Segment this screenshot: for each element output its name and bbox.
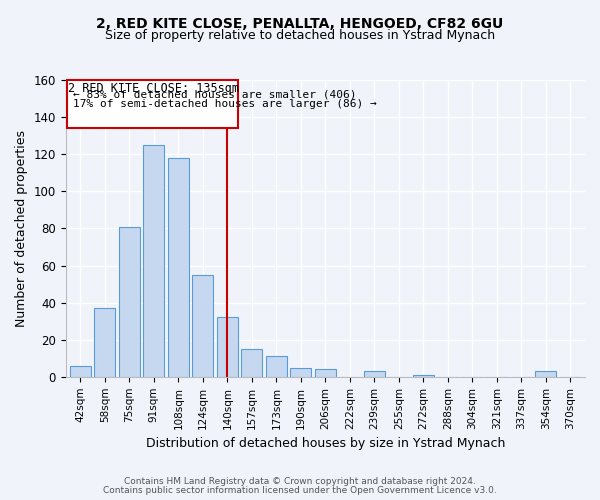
FancyBboxPatch shape bbox=[67, 80, 238, 128]
Y-axis label: Number of detached properties: Number of detached properties bbox=[15, 130, 28, 327]
Bar bbox=[143, 145, 164, 377]
Bar bbox=[535, 372, 556, 377]
Bar bbox=[266, 356, 287, 377]
Text: 2 RED KITE CLOSE: 135sqm: 2 RED KITE CLOSE: 135sqm bbox=[68, 82, 239, 95]
Text: 17% of semi-detached houses are larger (86) →: 17% of semi-detached houses are larger (… bbox=[73, 98, 377, 108]
Text: 2, RED KITE CLOSE, PENALLTA, HENGOED, CF82 6GU: 2, RED KITE CLOSE, PENALLTA, HENGOED, CF… bbox=[97, 18, 503, 32]
Bar bbox=[290, 368, 311, 377]
Bar bbox=[217, 318, 238, 377]
Bar bbox=[413, 375, 434, 377]
Bar bbox=[168, 158, 189, 377]
Bar bbox=[119, 226, 140, 377]
Bar bbox=[193, 275, 213, 377]
Title: 2, RED KITE CLOSE, PENALLTA, HENGOED, CF82 6GU
Size of property relative to deta: 2, RED KITE CLOSE, PENALLTA, HENGOED, CF… bbox=[0, 499, 1, 500]
Bar bbox=[241, 349, 262, 377]
Bar bbox=[94, 308, 115, 377]
Text: Contains public sector information licensed under the Open Government Licence v3: Contains public sector information licen… bbox=[103, 486, 497, 495]
Text: ← 83% of detached houses are smaller (406): ← 83% of detached houses are smaller (40… bbox=[73, 90, 356, 100]
Bar bbox=[315, 370, 336, 377]
X-axis label: Distribution of detached houses by size in Ystrad Mynach: Distribution of detached houses by size … bbox=[146, 437, 505, 450]
Text: Contains HM Land Registry data © Crown copyright and database right 2024.: Contains HM Land Registry data © Crown c… bbox=[124, 477, 476, 486]
Text: Size of property relative to detached houses in Ystrad Mynach: Size of property relative to detached ho… bbox=[105, 29, 495, 42]
Bar bbox=[364, 372, 385, 377]
Bar bbox=[70, 366, 91, 377]
